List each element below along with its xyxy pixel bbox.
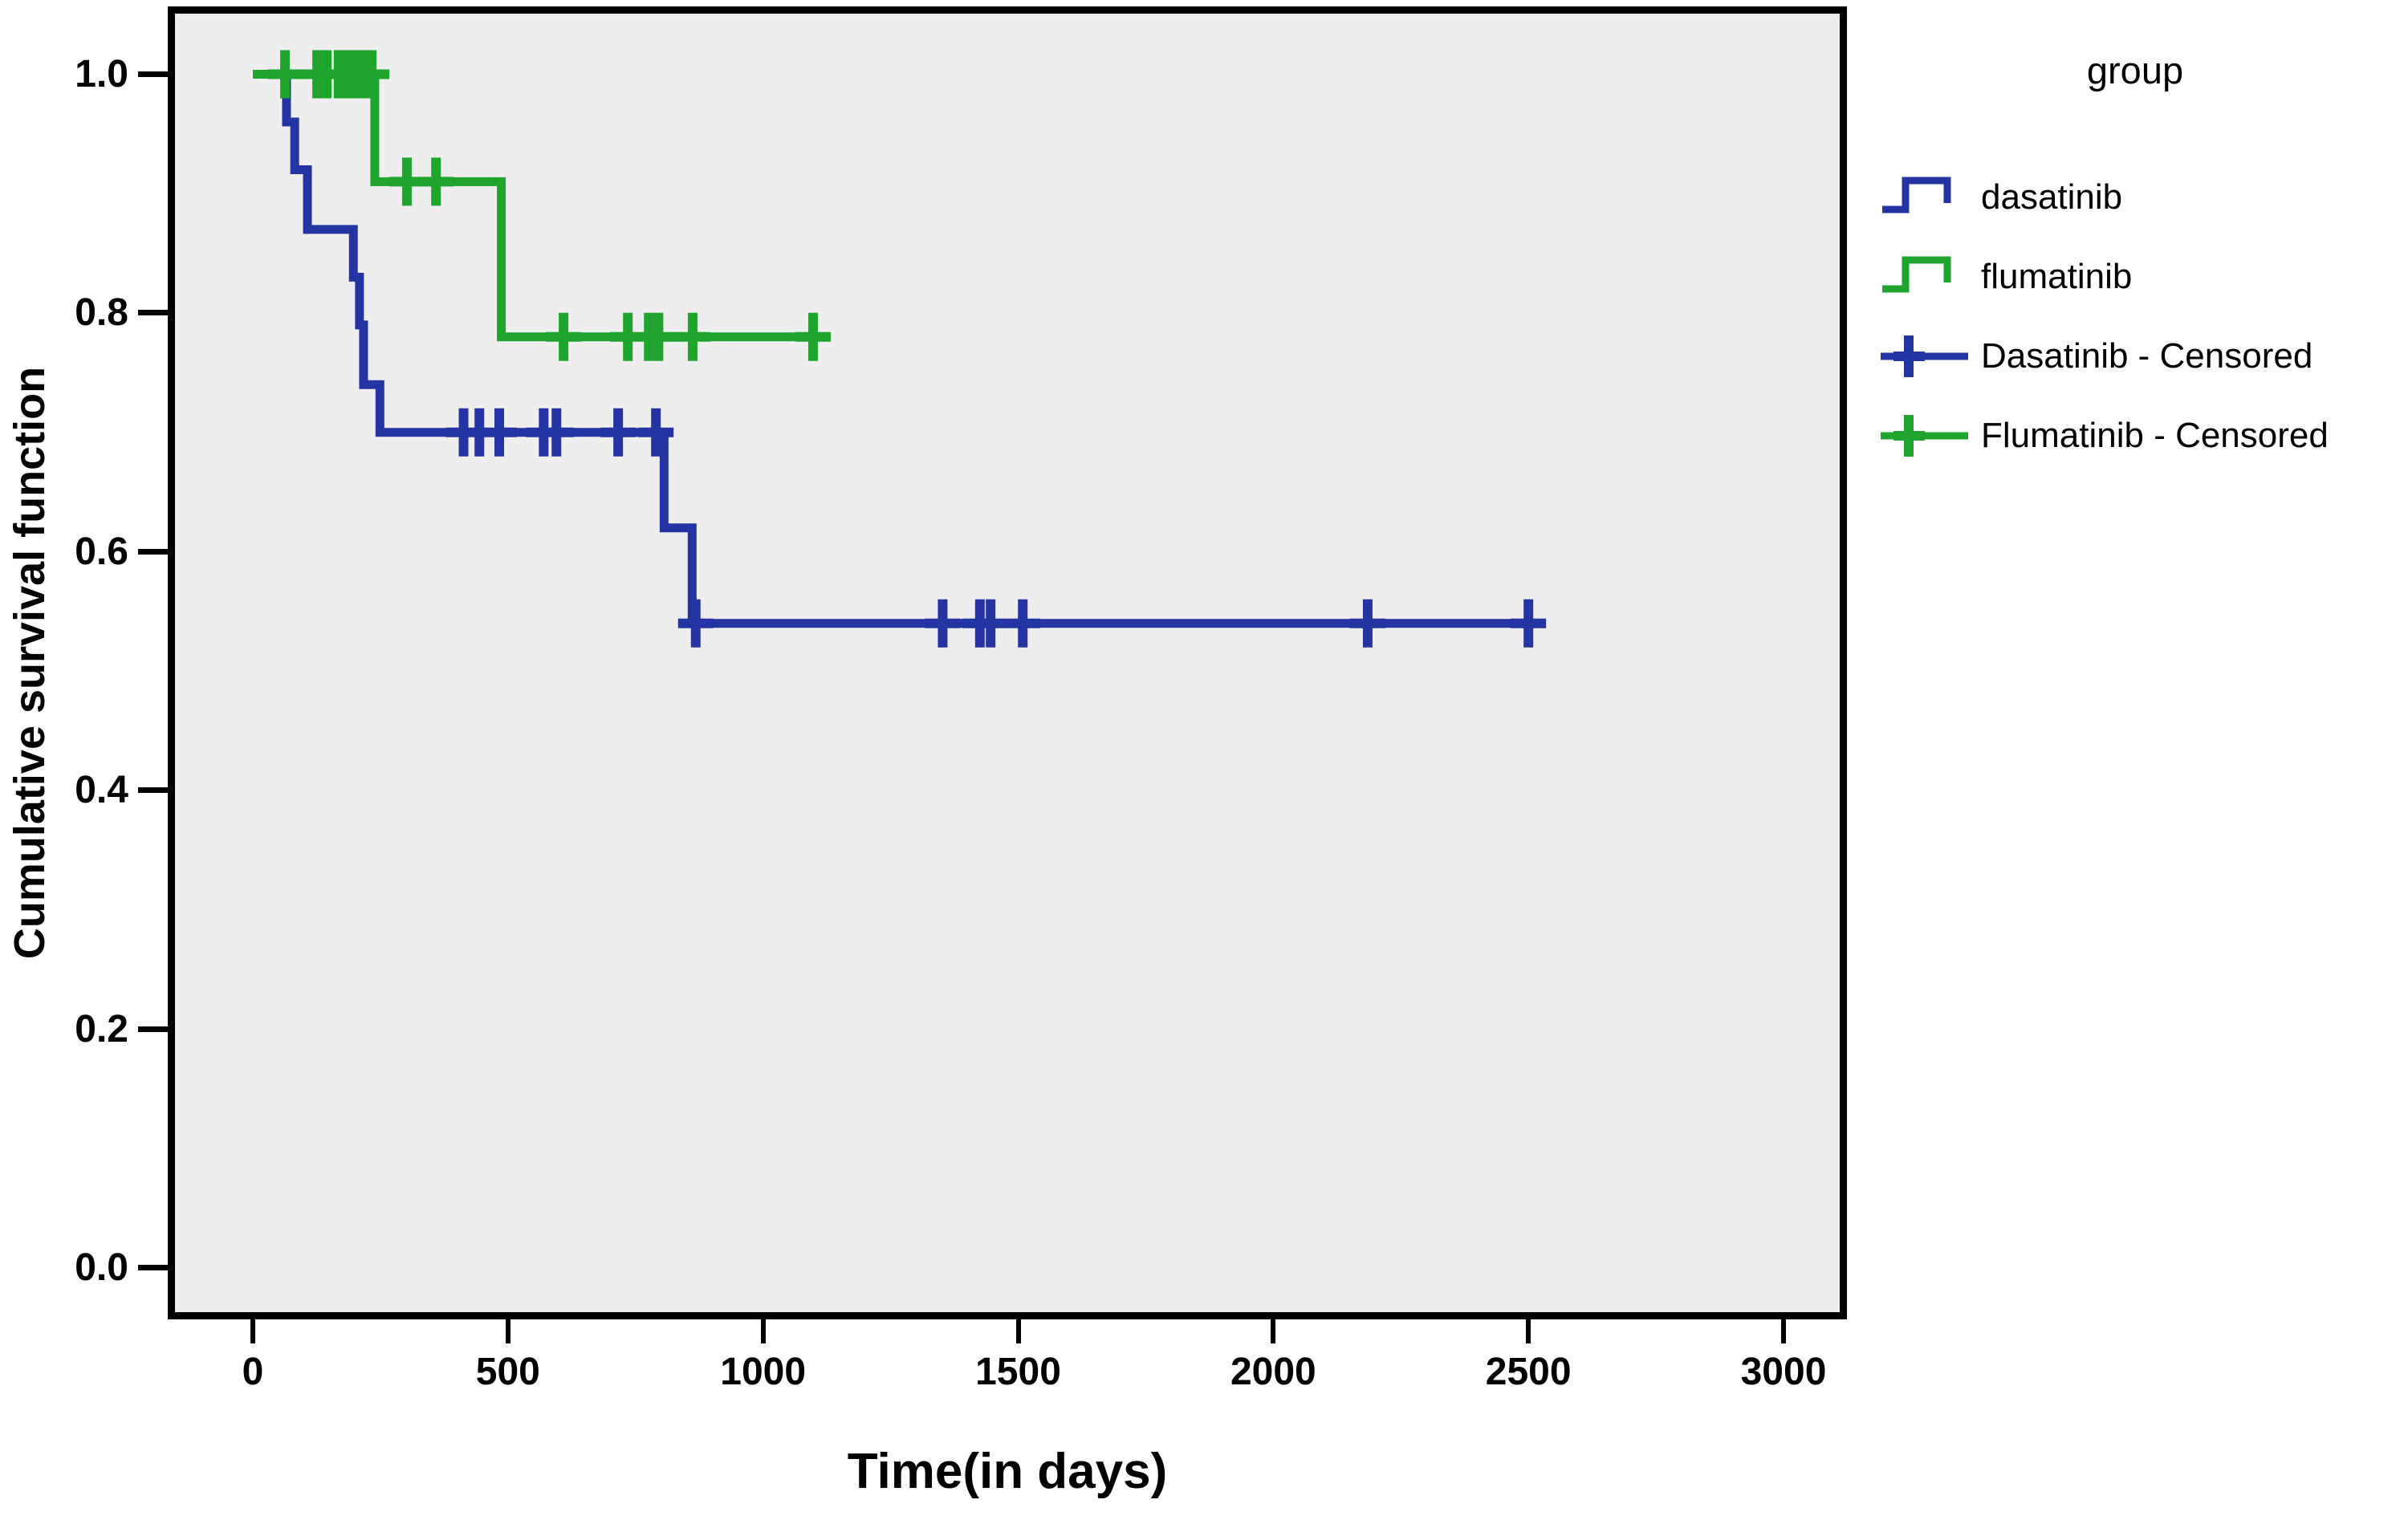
y-axis-tick [138, 1265, 168, 1270]
y-axis-tick [138, 71, 168, 77]
legend-item: Dasatinib - Censored [1878, 316, 2408, 396]
legend-item-label: Flumatinib - Censored [1981, 415, 2329, 455]
legend-censored-plus-icon [1881, 335, 1968, 377]
x-axis-tick [1271, 1319, 1276, 1343]
y-axis-tick [138, 787, 168, 793]
legend-censored-plus-icon [1881, 414, 1968, 457]
y-axis-tick-label: 0.0 [75, 1246, 128, 1289]
y-axis-tick-label: 0.6 [75, 530, 128, 573]
x-axis-tick-label: 3000 [1740, 1351, 1827, 1393]
legend-step-line-icon [1882, 177, 1951, 213]
x-axis-title: Time(in days) [847, 1444, 1168, 1499]
x-axis-tick-label: 0 [242, 1351, 264, 1393]
x-axis-tick-label: 2500 [1485, 1351, 1572, 1393]
legend-item: flumatinib [1878, 237, 2408, 316]
y-axis-tick [138, 310, 168, 315]
x-axis-tick [760, 1319, 766, 1343]
legend-items: dasatinib flumatinib Dasatinib - Censored F… [1878, 157, 2408, 475]
x-axis-tick [250, 1319, 255, 1343]
legend-item: Flumatinib - Censored [1878, 396, 2408, 475]
y-axis-tick-label: 0.8 [75, 291, 128, 334]
x-axis-tick [505, 1319, 510, 1343]
x-axis-tick-label: 2000 [1230, 1351, 1316, 1393]
x-axis-tick-label: 500 [475, 1351, 540, 1393]
legend-item-label: Dasatinib - Censored [1981, 335, 2313, 376]
legend-title: group [2086, 49, 2184, 91]
legend-step-line-icon [1882, 256, 1951, 292]
legend: group dasatinib flumatinib Dasatinib - Cen… [1878, 47, 2408, 475]
y-axis-tick-label: 0.4 [75, 769, 128, 811]
x-axis-tick-label: 1500 [975, 1351, 1061, 1393]
legend-item-label: flumatinib [1981, 256, 2133, 296]
x-axis-tick-label: 1000 [720, 1351, 807, 1393]
plot-area [168, 6, 1847, 1319]
y-axis-tick-label: 1.0 [75, 52, 128, 96]
y-axis-tick [138, 548, 168, 555]
x-axis-tick [1781, 1319, 1786, 1343]
y-axis-tick [138, 1026, 168, 1032]
y-axis-title: Cumulative survival function [6, 366, 54, 960]
x-axis-tick [1015, 1319, 1021, 1343]
y-axis-tick-label: 0.2 [75, 1007, 128, 1051]
x-axis-tick [1526, 1319, 1531, 1343]
legend-item: dasatinib [1878, 157, 2408, 237]
legend-item-label: dasatinib [1981, 177, 2123, 217]
